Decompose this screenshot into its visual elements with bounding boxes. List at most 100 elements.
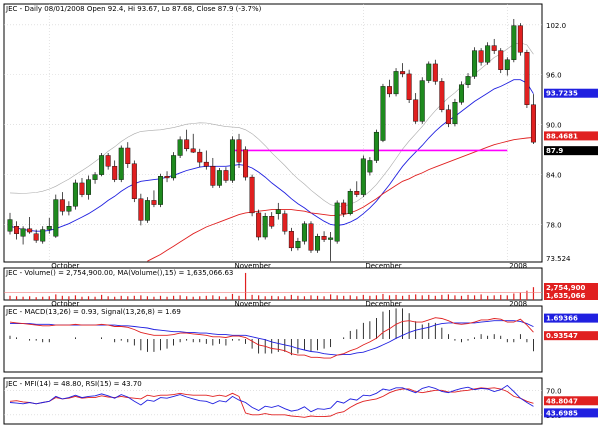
signal-label-bg — [544, 331, 598, 341]
candle — [216, 167, 222, 188]
price-y-tick-label: 102.0 — [546, 22, 566, 30]
candle-body — [308, 223, 314, 251]
rsi-label-bg — [544, 408, 598, 418]
candle-body — [184, 139, 190, 150]
candle — [452, 98, 458, 127]
high-label: 102.702 — [546, 15, 578, 23]
osc-title: JEC - MFI(14) = 48.80, RSI(15) = 43.70 — [5, 380, 142, 388]
volume-bar — [68, 296, 70, 300]
candle — [20, 226, 26, 245]
candle — [432, 59, 438, 85]
candle — [33, 229, 39, 243]
candle-body — [295, 240, 301, 249]
volume-bar — [493, 295, 495, 300]
volume-x-tick-label: November — [234, 300, 271, 308]
volume-bar — [101, 294, 103, 300]
volume-bar — [264, 296, 266, 300]
volume-panel-frame — [3, 267, 543, 301]
candle-body — [229, 139, 235, 181]
volume-bar — [186, 296, 188, 300]
volume-bar — [388, 295, 391, 300]
candle-body — [223, 170, 229, 181]
candle-body — [144, 200, 150, 221]
candle-body — [66, 206, 72, 212]
volume-bar — [316, 295, 319, 300]
candle-body — [20, 228, 26, 237]
candle — [112, 160, 118, 183]
volume-bar — [323, 296, 325, 300]
volume-bar — [532, 287, 535, 300]
candle-body — [334, 202, 340, 242]
macd-label: 1.69366 — [546, 315, 578, 323]
price-x-tick-label: December — [365, 262, 401, 270]
volume-bar — [74, 295, 77, 300]
volume-bar — [94, 296, 96, 300]
candle-body — [530, 104, 536, 143]
candle — [190, 133, 196, 153]
candle — [341, 199, 347, 218]
rsi-label: 43.6985 — [546, 409, 578, 417]
candle-body — [59, 199, 65, 212]
volume-bar — [303, 296, 306, 300]
candle-body — [373, 131, 379, 161]
volume-bar — [382, 293, 384, 300]
candle-body — [33, 233, 39, 241]
volume-bar — [166, 296, 168, 300]
price-title: JEC - Daily 08/01/2008 Open 92.4, Hi 93.… — [5, 5, 262, 13]
candle-body — [419, 80, 425, 122]
candle-body — [14, 226, 20, 234]
macd-line — [9, 317, 534, 359]
candle-body — [105, 155, 111, 167]
candle-body — [197, 151, 203, 163]
candle-body — [517, 25, 523, 53]
candle — [367, 157, 373, 176]
volume-bar — [61, 295, 63, 300]
candle-body — [360, 158, 366, 195]
candle — [184, 129, 190, 152]
volume-bar — [401, 295, 404, 300]
candle-body — [216, 170, 222, 186]
volume-bar — [231, 293, 234, 300]
candle-body — [27, 228, 33, 233]
candle-body — [138, 198, 144, 221]
ma-gray-line — [9, 42, 534, 207]
candle-body — [112, 166, 118, 180]
volume-bar — [500, 294, 502, 300]
candle-body — [158, 176, 163, 205]
candle-body — [203, 161, 209, 167]
candle-body — [432, 63, 438, 82]
candle-body — [341, 202, 347, 214]
candle-body — [282, 213, 288, 232]
ma-red-label-bg — [544, 131, 598, 141]
osc-panel-frame — [3, 377, 543, 425]
candle — [504, 57, 510, 76]
volume-bar — [218, 296, 220, 300]
volume-bar — [251, 294, 253, 300]
volume-label-bg — [544, 283, 598, 292]
candle — [236, 133, 242, 168]
volume-x-tick-label: December — [365, 300, 401, 308]
candle — [269, 212, 275, 229]
candle-body — [86, 179, 92, 195]
volume-bar — [87, 296, 90, 300]
candle — [380, 83, 386, 143]
last-price-label-bg — [544, 146, 598, 156]
candle-body — [288, 231, 294, 249]
volume-title: JEC - Volume() = 2,754,900.00, MA(Volume… — [5, 269, 233, 277]
candle-body — [328, 237, 334, 240]
high-label-bg — [544, 13, 598, 23]
candle-body — [504, 59, 510, 70]
candle — [465, 73, 471, 89]
candle-body — [485, 45, 491, 63]
macd-panel-frame — [3, 305, 543, 373]
volume-bar — [434, 295, 436, 300]
volume-bar — [238, 295, 240, 300]
candle — [79, 177, 85, 198]
candle-body — [301, 223, 307, 242]
candle-body — [164, 176, 170, 179]
candle-body — [118, 147, 124, 180]
candle-body — [524, 52, 530, 105]
volume-bar — [258, 295, 260, 300]
candle — [14, 221, 20, 240]
